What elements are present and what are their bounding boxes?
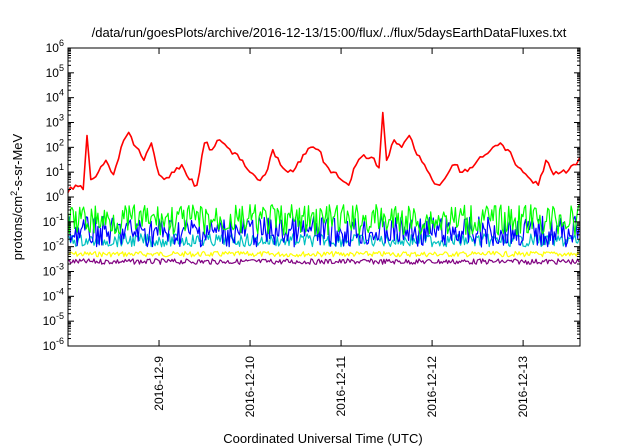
y-axis: 10-610-510-410-310-210-11001011021031041… <box>43 38 580 353</box>
y-tick-label-exponent: -4 <box>56 286 64 296</box>
plot-frame <box>67 47 581 347</box>
y-axis-label-sup: 2 <box>9 191 19 196</box>
y-tick-label-base: 10 <box>46 190 60 204</box>
series-line <box>67 258 580 265</box>
y-tick-label: 10-3 <box>43 262 64 279</box>
y-tick-label-exponent: 6 <box>59 38 64 48</box>
y-tick-label: 10-4 <box>43 286 64 303</box>
y-tick-label-base: 10 <box>43 289 57 303</box>
y-tick-label-base: 10 <box>46 91 60 105</box>
y-tick-label: 10-1 <box>43 212 64 229</box>
y-axis-label-suffix: -s-sr-MeV <box>10 133 25 190</box>
y-tick-label-base: 10 <box>43 265 57 279</box>
y-tick-label-exponent: -3 <box>56 262 64 272</box>
series-line <box>67 204 580 236</box>
y-tick-label: 104 <box>46 88 64 105</box>
y-tick-label: 105 <box>46 63 64 80</box>
y-tick-label: 102 <box>46 137 64 154</box>
y-tick-label: 10-6 <box>43 336 64 353</box>
x-tick-label: 2016-12-11 <box>334 356 348 417</box>
y-tick-label-base: 10 <box>43 314 57 328</box>
y-tick-label: 10-2 <box>43 237 64 254</box>
y-axis-label: protons/cm2-s-sr-MeV <box>9 133 25 260</box>
x-tick-label: 2016-12-12 <box>425 356 439 418</box>
y-tick-label-exponent: -6 <box>56 336 64 346</box>
x-tick-label: 2016-12-9 <box>152 356 166 411</box>
y-tick-label-exponent: -2 <box>56 237 64 247</box>
y-tick-label-exponent: 4 <box>59 88 64 98</box>
x-tick-label: 2016-12-13 <box>516 356 530 418</box>
y-tick-label-base: 10 <box>46 165 60 179</box>
y-axis-label-prefix: protons/cm <box>10 196 25 260</box>
series-layer <box>67 111 581 265</box>
y-tick-label-exponent: 3 <box>59 113 64 123</box>
y-tick-label-exponent: 2 <box>59 137 64 147</box>
series-line <box>67 250 580 258</box>
y-tick-label-base: 10 <box>46 41 60 55</box>
y-tick-label-base: 10 <box>43 339 57 353</box>
y-tick-label: 101 <box>46 162 64 179</box>
y-tick-label-exponent: 5 <box>59 63 64 73</box>
y-tick-label: 10-5 <box>43 311 64 328</box>
y-tick-label-exponent: -1 <box>56 212 64 222</box>
series-line <box>67 215 580 248</box>
y-tick-label-base: 10 <box>46 116 60 130</box>
y-tick-label-exponent: 1 <box>59 162 64 172</box>
y-tick-label-exponent: 0 <box>59 187 64 197</box>
y-tick-label-base: 10 <box>46 66 60 80</box>
chart-title: /data/run/goesPlots/archive/2016-12-13/1… <box>92 25 567 40</box>
y-tick-label: 100 <box>46 187 64 204</box>
y-tick-label: 106 <box>46 38 64 55</box>
y-tick-label-base: 10 <box>43 215 57 229</box>
x-axis-label: Coordinated Universal Time (UTC) <box>223 431 422 446</box>
y-tick-label-base: 10 <box>43 240 57 254</box>
series-line <box>67 111 581 193</box>
y-tick-label: 103 <box>46 113 64 130</box>
y-tick-label-base: 10 <box>46 140 60 154</box>
y-tick-label-exponent: -5 <box>56 311 64 321</box>
x-tick-label: 2016-12-10 <box>243 356 257 418</box>
x-axis: 2016-12-9 2016-12-10 2016-12-11 2016-12-12 2… <box>152 48 530 417</box>
